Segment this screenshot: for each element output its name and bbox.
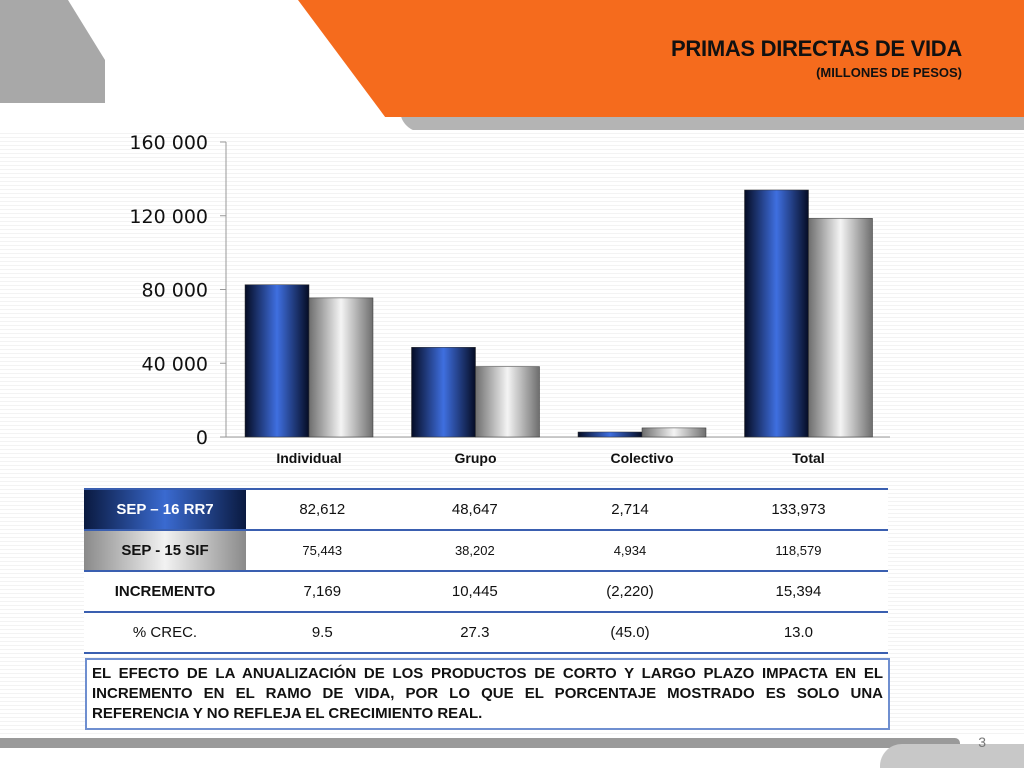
bar-series1: [577, 431, 643, 438]
table-cell: 10,445: [398, 571, 552, 613]
row-label: INCREMENTO: [84, 571, 246, 613]
table-cell: (45.0): [551, 612, 709, 654]
table-row: INCREMENTO 7,169 10,445 (2,220) 15,394: [84, 571, 888, 613]
bar-series1: [244, 284, 310, 438]
slide-title: PRIMAS DIRECTAS DE VIDA: [671, 36, 962, 61]
y-tick-label: 120 000: [129, 206, 208, 228]
x-tick-label: Grupo: [455, 450, 497, 466]
row-label: SEP - 15 SIF: [84, 530, 246, 572]
footer-bar: [0, 738, 960, 748]
table-cell: 48,647: [398, 488, 552, 531]
row-label: % CREC.: [84, 612, 246, 654]
y-tick-label: 80 000: [142, 280, 208, 302]
footer-corner: [880, 744, 1024, 768]
table-row: SEP – 16 RR7 82,612 48,647 2,714 133,973: [84, 488, 888, 531]
bar-series2: [475, 366, 540, 438]
table-cell: 133,973: [708, 488, 888, 531]
x-tick-label: Individual: [276, 450, 341, 466]
bar-series1: [411, 347, 476, 438]
page-number: 3: [978, 734, 986, 750]
row-label: SEP – 16 RR7: [84, 488, 246, 531]
table-cell: 75,443: [246, 530, 399, 572]
header-band: [298, 0, 1024, 117]
table-cell: 27.3: [398, 612, 552, 654]
x-tick-label: Total: [792, 450, 824, 466]
bar-series2: [641, 427, 707, 438]
table-cell: 82,612: [246, 488, 399, 531]
decorative-grey-shape-left: [0, 0, 105, 103]
bar-series1: [744, 189, 809, 438]
y-tick-label: 40 000: [142, 353, 208, 375]
table-cell: 15,394: [708, 571, 888, 613]
table-cell: 38,202: [398, 530, 552, 572]
table-row: % CREC. 9.5 27.3 (45.0) 13.0: [84, 612, 888, 654]
bar-series2: [308, 297, 374, 438]
table-cell: 118,579: [708, 530, 888, 572]
table-cell: 2,714: [551, 488, 709, 531]
y-tick-label: 0: [196, 427, 208, 449]
bar-chart: 0 40 000 80 000 120 000 160 000 Individual Gru…: [129, 132, 890, 466]
data-table: SEP – 16 RR7 82,612 48,647 2,714 133,973…: [84, 488, 888, 654]
table-row: SEP - 15 SIF 75,443 38,202 4,934 118,579: [84, 530, 888, 572]
x-tick-label: Colectivo: [610, 450, 673, 466]
footnote-box: EL EFECTO DE LA ANUALIZACIÓN DE LOS PROD…: [85, 658, 890, 730]
table-cell: 9.5: [246, 612, 399, 654]
table-cell: 4,934: [551, 530, 709, 572]
y-tick-label: 160 000: [129, 132, 208, 154]
slide-subtitle: (MILLONES DE PESOS): [816, 65, 962, 80]
table-cell: 13.0: [708, 612, 888, 654]
slide-header: PRIMAS DIRECTAS DE VIDA (MILLONES DE PES…: [671, 36, 962, 80]
table-cell: 7,169: [246, 571, 399, 613]
table-cell: (2,220): [551, 571, 709, 613]
bar-series2: [808, 218, 873, 438]
